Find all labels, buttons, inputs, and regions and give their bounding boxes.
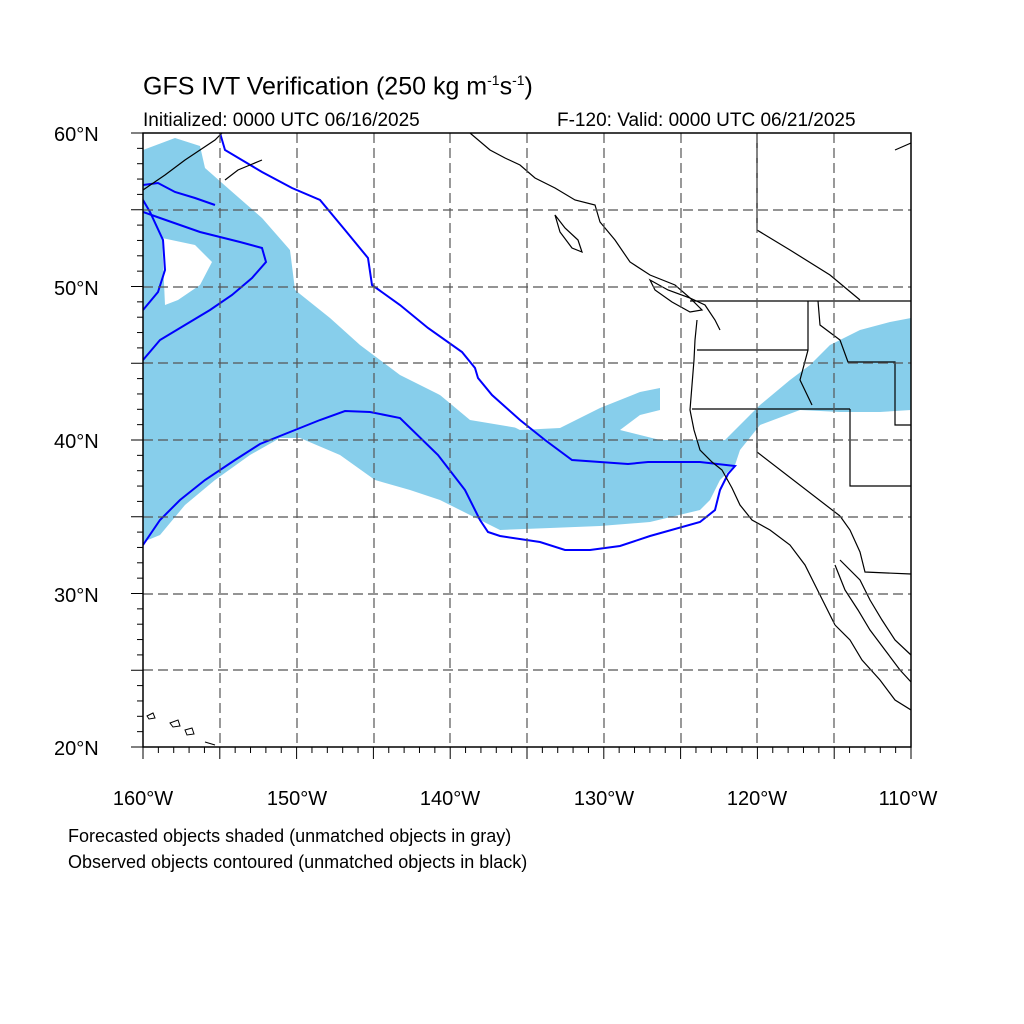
lon-label-140w: 140°W (420, 788, 480, 810)
haida-gwaii (554, 214, 583, 254)
ca-nv-border (756, 409, 841, 517)
mexico-mainland (839, 559, 911, 656)
lat-label-40n: 40°N (54, 431, 99, 453)
yukon-coast (894, 142, 911, 151)
bc-interior (756, 133, 861, 301)
nv-ut-border (849, 409, 911, 487)
lat-label-30n: 30°N (54, 585, 99, 607)
initialized-label: Initialized: 0000 UTC 06/16/2025 (143, 110, 420, 131)
grid (143, 133, 911, 747)
hawaii-island-1 (146, 712, 156, 720)
plot-title: GFS IVT Verification (250 kg m-1s-1) (143, 72, 533, 101)
lon-label-160w: 160°W (113, 788, 173, 810)
tick-marks (131, 132, 912, 759)
montana-border (817, 300, 911, 426)
gulf-of-california (834, 564, 911, 683)
observed-contour-large (143, 133, 738, 551)
lon-label-130w: 130°W (574, 788, 634, 810)
coastlines (143, 133, 911, 711)
lat-label-60n: 60°N (54, 124, 99, 146)
lon-label-150w: 150°W (267, 788, 327, 810)
hawaii-island-4 (204, 741, 216, 746)
baja-california (834, 624, 911, 711)
lat-label-50n: 50°N (54, 278, 99, 300)
alaska-coast (143, 133, 223, 191)
footnote-observed: Observed objects contoured (unmatched ob… (68, 852, 528, 872)
us-west-coast (689, 319, 836, 626)
hawaii-island-2 (169, 719, 181, 728)
forecast-object-main (143, 138, 911, 542)
forecast-object-north-gap (162, 238, 212, 305)
hawaiian-islands (146, 712, 216, 746)
hawaii-island-3 (184, 727, 195, 736)
az-border (839, 515, 911, 575)
forecast-object-north-gap2 (240, 170, 530, 430)
lon-label-120w: 120°W (727, 788, 787, 810)
footnote-forecast: Forecasted objects shaded (unmatched obj… (68, 826, 512, 846)
canada-coast (469, 133, 721, 331)
observed-contour-northwest (143, 211, 268, 361)
valid-time-label: F-120: Valid: 0000 UTC 06/21/2025 (557, 110, 856, 131)
lat-label-20n: 20°N (54, 738, 99, 760)
vancouver-island (648, 278, 704, 313)
alaska-islands (224, 159, 263, 181)
lon-label-110w: 110°W (879, 788, 938, 810)
idaho-border (799, 301, 813, 406)
